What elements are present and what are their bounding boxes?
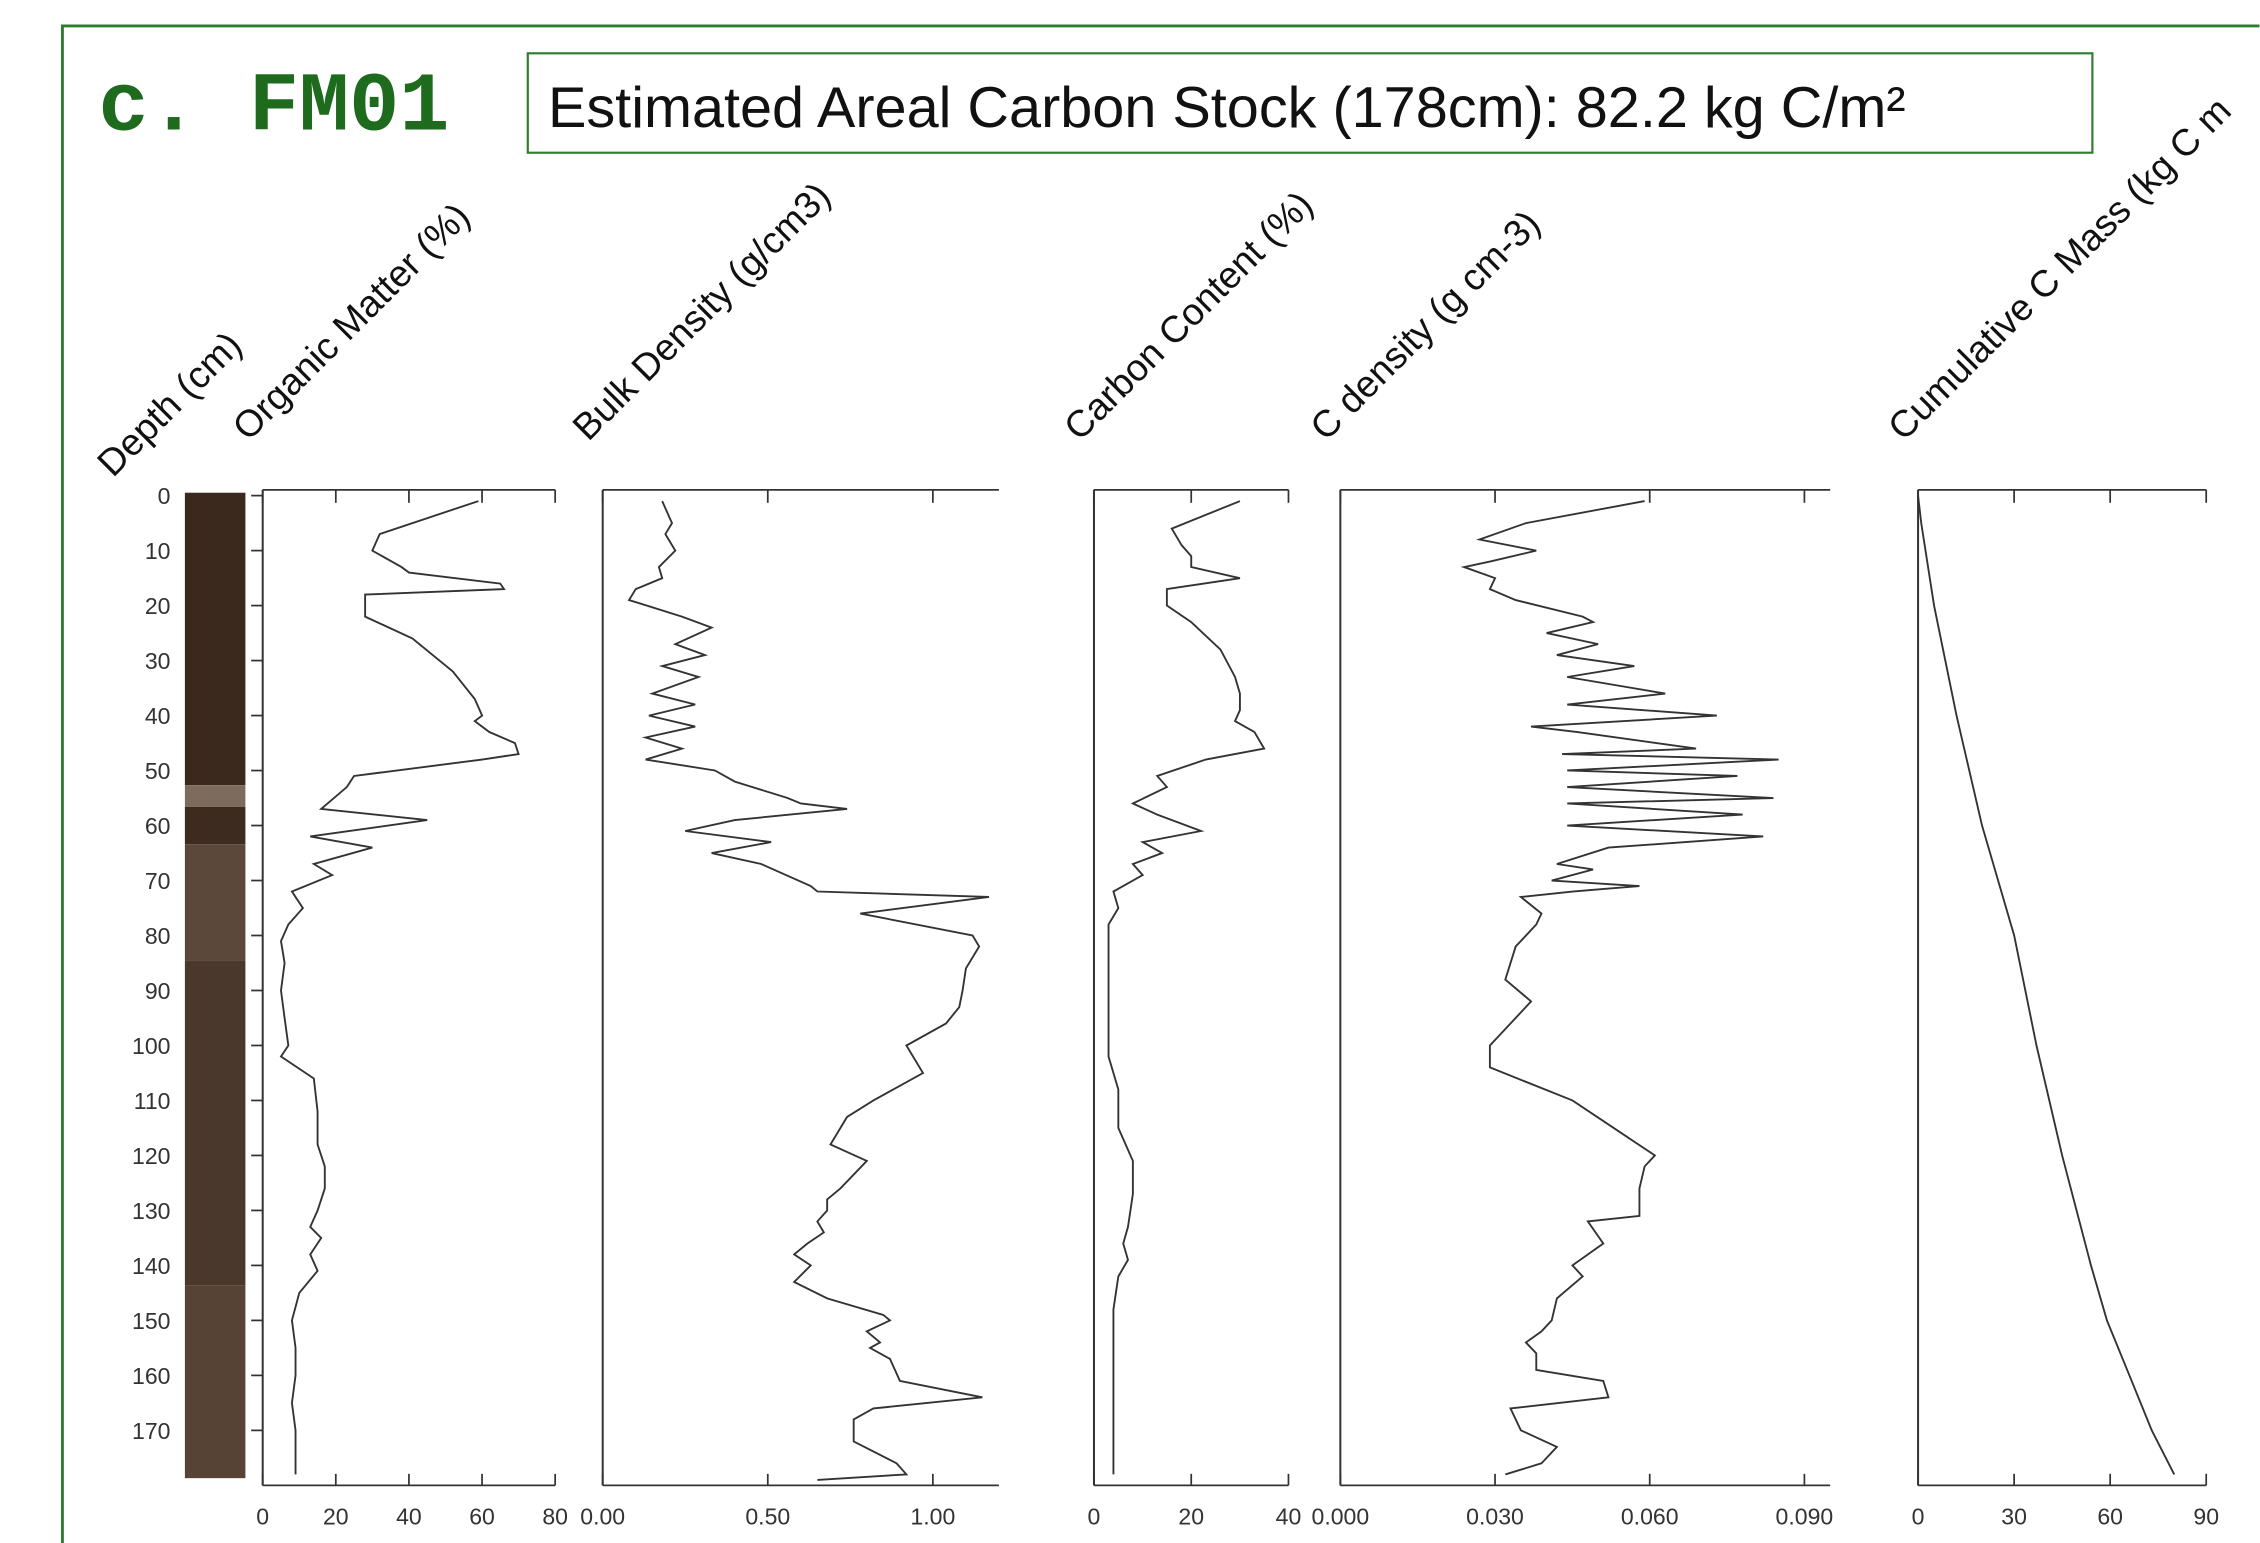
x-tick-label: 0.030 bbox=[1466, 1503, 1524, 1529]
y-tick-label: 20 bbox=[145, 593, 171, 619]
y-tick-label: 10 bbox=[145, 538, 171, 564]
y-tick-label: 0 bbox=[158, 483, 171, 509]
x-tick-label: 60 bbox=[469, 1503, 495, 1529]
subtitle: Estimated Areal Carbon Stock (178cm): 82… bbox=[548, 76, 1906, 140]
x-tick-label: 0 bbox=[1912, 1503, 1925, 1529]
x-tick-label: 40 bbox=[396, 1503, 422, 1529]
x-tick-label: 0.50 bbox=[745, 1503, 790, 1529]
core-segment bbox=[185, 844, 246, 961]
core-segment bbox=[185, 1285, 246, 1478]
y-tick-label: 50 bbox=[145, 758, 171, 784]
core-segment bbox=[185, 961, 246, 1285]
panel-title: c. FM01 bbox=[98, 61, 449, 156]
core-image bbox=[185, 493, 246, 1478]
y-tick-label: 70 bbox=[145, 868, 171, 894]
x-tick-label: 1.00 bbox=[910, 1503, 955, 1529]
x-tick-label: 0.090 bbox=[1776, 1503, 1834, 1529]
core-segment bbox=[185, 785, 246, 807]
y-tick-label: 160 bbox=[132, 1363, 170, 1389]
x-tick-label: 0.00 bbox=[580, 1503, 625, 1529]
y-tick-label: 60 bbox=[145, 813, 171, 839]
x-tick-label: 60 bbox=[2097, 1503, 2123, 1529]
y-tick-label: 40 bbox=[145, 703, 171, 729]
core-segment bbox=[185, 493, 246, 785]
x-tick-label: 0.060 bbox=[1621, 1503, 1679, 1529]
x-tick-label: 30 bbox=[2001, 1503, 2027, 1529]
y-tick-label: 140 bbox=[132, 1253, 170, 1279]
x-tick-label: 40 bbox=[1276, 1503, 1302, 1529]
x-tick-label: 0.000 bbox=[1311, 1503, 1369, 1529]
y-tick-label: 110 bbox=[134, 1088, 171, 1114]
y-tick-label: 100 bbox=[132, 1033, 170, 1059]
y-tick-label: 30 bbox=[145, 648, 171, 674]
x-tick-label: 20 bbox=[1178, 1503, 1204, 1529]
figure: c. FM01 Estimated Areal Carbon Stock (17… bbox=[0, 0, 2260, 1543]
y-tick-label: 170 bbox=[132, 1418, 170, 1444]
y-tick-label: 90 bbox=[145, 978, 171, 1004]
x-tick-label: 80 bbox=[542, 1503, 568, 1529]
x-tick-label: 0 bbox=[256, 1503, 269, 1529]
page: c. FM01 Estimated Areal Carbon Stock (17… bbox=[0, 0, 2260, 1543]
x-tick-label: 90 bbox=[2193, 1503, 2219, 1529]
y-tick-label: 120 bbox=[132, 1143, 170, 1169]
y-tick-label: 130 bbox=[132, 1198, 170, 1224]
x-tick-label: 0 bbox=[1088, 1503, 1101, 1529]
y-tick-label: 150 bbox=[132, 1308, 170, 1334]
x-tick-label: 20 bbox=[323, 1503, 349, 1529]
y-tick-label: 80 bbox=[145, 923, 171, 949]
background bbox=[0, 0, 2259, 1543]
core-segment bbox=[185, 807, 246, 844]
